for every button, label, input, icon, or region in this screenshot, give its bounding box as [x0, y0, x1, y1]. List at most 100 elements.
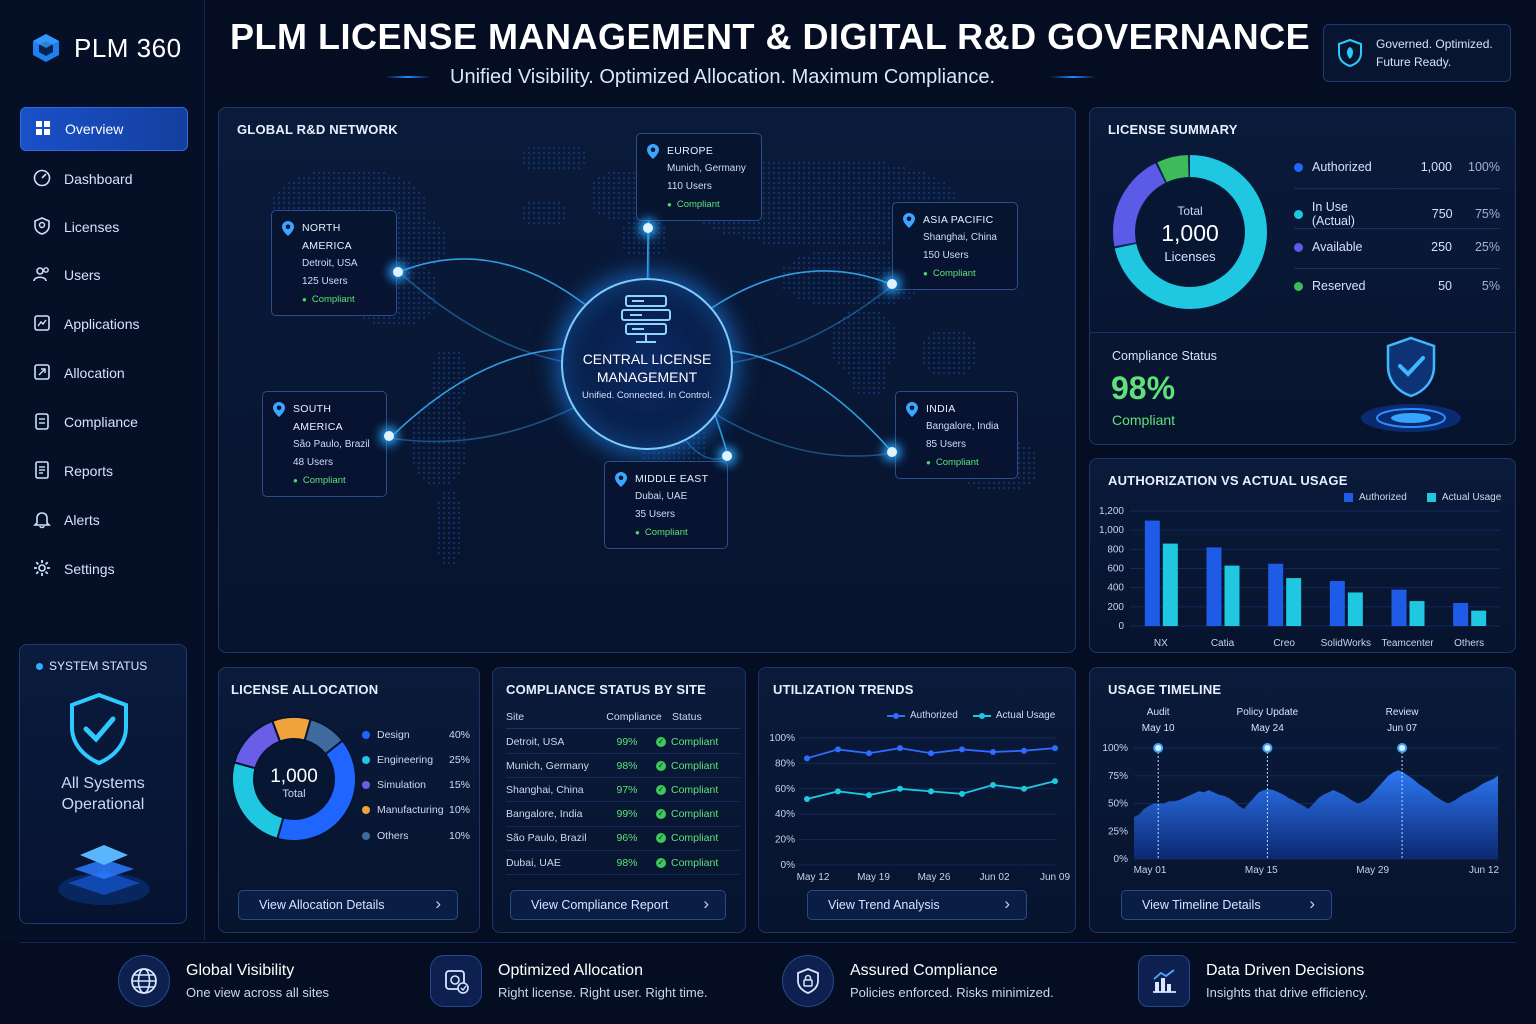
feature-title: Optimized Allocation [498, 962, 643, 979]
view-trend-button[interactable]: View Trend Analysis [807, 890, 1027, 920]
line-point [897, 785, 903, 792]
sidebar-item-applications[interactable]: Applications [20, 302, 188, 346]
bar-actual-usage [1347, 592, 1363, 626]
shield-leaf-icon [1338, 38, 1362, 68]
legend-dot [1294, 242, 1303, 252]
x-tick: May 19 [857, 872, 890, 883]
compliance-row: São Paulo, Brazil 96% ✓ Compliant [506, 827, 740, 851]
summary-label: Authorized [1312, 160, 1372, 174]
x-tick: Jun 09 [1040, 872, 1070, 883]
legend-dot [362, 756, 370, 764]
shield-glow-icon [1361, 336, 1461, 432]
total-unit: Licenses [1164, 249, 1216, 264]
status-text: Compliant [671, 783, 719, 796]
sidebar-item-settings[interactable]: Settings [20, 547, 188, 591]
license-donut [1113, 155, 1267, 309]
sidebar-item-label: Alerts [64, 512, 100, 528]
summary-value: 250 [1431, 240, 1452, 254]
y-tick: 200 [1107, 602, 1124, 613]
status-text: Compliant [671, 759, 719, 772]
allocation-legend-design: Design 40% [362, 729, 470, 741]
app-logo[interactable]: PLM 360 [30, 32, 182, 64]
bar-actual-usage [1224, 565, 1240, 626]
site-node[interactable] [887, 447, 897, 457]
view-allocation-button[interactable]: View Allocation Details [238, 890, 458, 920]
sidebar-item-compliance[interactable]: Compliance [20, 400, 188, 444]
check-circle-icon: ✓ [656, 784, 666, 795]
site-status: Compliant [302, 291, 386, 309]
feature-sub: One view across all sites [186, 985, 330, 1000]
row-divider [1294, 188, 1500, 189]
y-tick: 100% [1102, 743, 1128, 754]
site-node[interactable] [384, 431, 394, 441]
sidebar-item-users[interactable]: Users [20, 253, 188, 297]
legend-dot [362, 832, 370, 840]
apps-icon [32, 313, 52, 336]
summary-value: 750 [1431, 207, 1453, 221]
feature-data-driven: Data Driven Decisions Insights that drive… [1138, 955, 1368, 1007]
sidebar-item-alerts[interactable]: Alerts [20, 498, 188, 542]
site-card-india[interactable]: INDIA Bangalore, India 85 Users Compliant [895, 391, 1018, 479]
site-card-europe[interactable]: EUROPE Munich, Germany 110 Users Compliant [636, 133, 762, 221]
line-point [866, 792, 872, 799]
sidebar-item-reports[interactable]: Reports [20, 449, 188, 493]
site-region: SOUTH AMERICA [293, 403, 343, 433]
site-city: Bangalore, India [926, 421, 999, 432]
compliance-site-title: COMPLIANCE STATUS BY SITE [506, 682, 707, 697]
site-node[interactable] [722, 451, 732, 461]
event-marker[interactable] [1397, 743, 1408, 753]
site-card-south-america[interactable]: SOUTH AMERICA São Paulo, Brazil 48 Users Co… [262, 391, 387, 497]
check-circle-icon: ✓ [656, 809, 666, 820]
row-site: Dubai, UAE [506, 856, 561, 869]
legend-dot [1294, 162, 1303, 172]
summary-row-reserved: Reserved 50 5% [1294, 279, 1500, 293]
status-text: Compliant [671, 832, 719, 845]
site-users: 35 Users [635, 509, 676, 520]
bar-authorized [1206, 547, 1222, 626]
system-status-line1: All Systems [61, 775, 145, 792]
site-node[interactable] [643, 223, 653, 233]
donut-available [1113, 155, 1267, 309]
optimize-icon [430, 955, 482, 1007]
central-hub[interactable]: CENTRAL LICENSE MANAGEMENT Unified. Conn… [561, 278, 733, 450]
site-card-asia-pacific[interactable]: ASIA PACIFIC Shanghai, China 150 Users Comp… [892, 202, 1018, 290]
site-region: ASIA PACIFIC [923, 214, 994, 226]
sidebar-item-label: Dashboard [64, 171, 133, 187]
site-card-north-america[interactable]: NORTH AMERICA Detroit, USA 125 Users Compli… [271, 210, 397, 316]
hub-subtitle: Unified. Connected. In Control. [582, 390, 712, 401]
line-point [1052, 745, 1058, 752]
feature-title: Data Driven Decisions [1206, 962, 1365, 979]
sidebar-item-dashboard[interactable]: Dashboard [20, 157, 188, 201]
compliance-site-panel: COMPLIANCE STATUS BY SITE [492, 667, 746, 933]
utilization-title: UTILIZATION TRENDS [773, 682, 914, 697]
bar-actual-usage [1471, 610, 1487, 626]
summary-pct: 5% [1481, 279, 1500, 293]
event-marker[interactable] [1153, 743, 1164, 753]
row-status: ✓ Compliant [656, 736, 740, 748]
sidebar-item-allocation[interactable]: Allocation [20, 351, 188, 395]
allocation-icon [32, 362, 52, 385]
location-pin-icon [282, 221, 294, 236]
y-tick: 50% [1108, 799, 1128, 810]
site-card-middle-east[interactable]: MIDDLE EAST Dubai, UAE 35 Users Compliant [604, 461, 728, 549]
sidebar-item-label: Overview [65, 121, 124, 137]
legend-pct: 10% [448, 804, 470, 816]
license-summary-title: LICENSE SUMMARY [1108, 122, 1238, 137]
view-timeline-button[interactable]: View Timeline Details [1121, 890, 1332, 920]
site-node[interactable] [393, 267, 403, 277]
event-marker[interactable] [1262, 743, 1273, 753]
sidebar-item-overview[interactable]: Overview [20, 107, 188, 151]
status-text: Compliant [671, 856, 719, 869]
check-circle-icon: ✓ [656, 760, 666, 771]
site-status: Compliant [926, 454, 1007, 472]
badge-line2: Future Ready. [1376, 55, 1452, 69]
summary-row-authorized: Authorized 1,000 100% [1294, 160, 1500, 174]
site-node[interactable] [887, 279, 897, 289]
legend-actual-swatch [1426, 493, 1436, 502]
site-users: 48 Users [293, 457, 334, 468]
shield-check-icon [70, 692, 128, 766]
check-circle-icon: ✓ [656, 833, 666, 844]
gauge-icon [32, 168, 52, 191]
sidebar-item-licenses[interactable]: Licenses [20, 205, 188, 249]
view-compliance-button[interactable]: View Compliance Report [510, 890, 726, 920]
